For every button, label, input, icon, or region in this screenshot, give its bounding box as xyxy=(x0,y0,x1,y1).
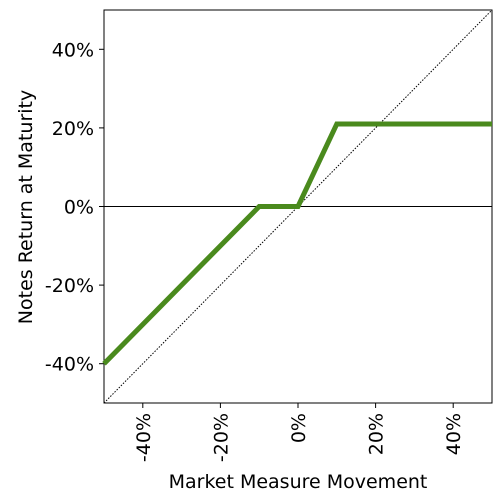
y-tick-label: 0% xyxy=(64,197,94,219)
y-tick-label: 20% xyxy=(52,118,94,140)
y-tick-label: 40% xyxy=(52,39,94,61)
x-tick-label: 40% xyxy=(443,413,465,455)
y-axis-label: Notes Return at Maturity xyxy=(15,90,37,324)
x-tick-label: 20% xyxy=(366,413,388,455)
x-tick-label: -20% xyxy=(210,413,232,462)
y-tick-label: -40% xyxy=(45,354,94,376)
payoff-line xyxy=(102,121,492,366)
x-tick-label: -40% xyxy=(133,413,155,462)
x-tick-label: 0% xyxy=(288,413,310,443)
x-axis-label: Market Measure Movement xyxy=(169,471,428,493)
y-tick-label: -20% xyxy=(45,275,94,297)
